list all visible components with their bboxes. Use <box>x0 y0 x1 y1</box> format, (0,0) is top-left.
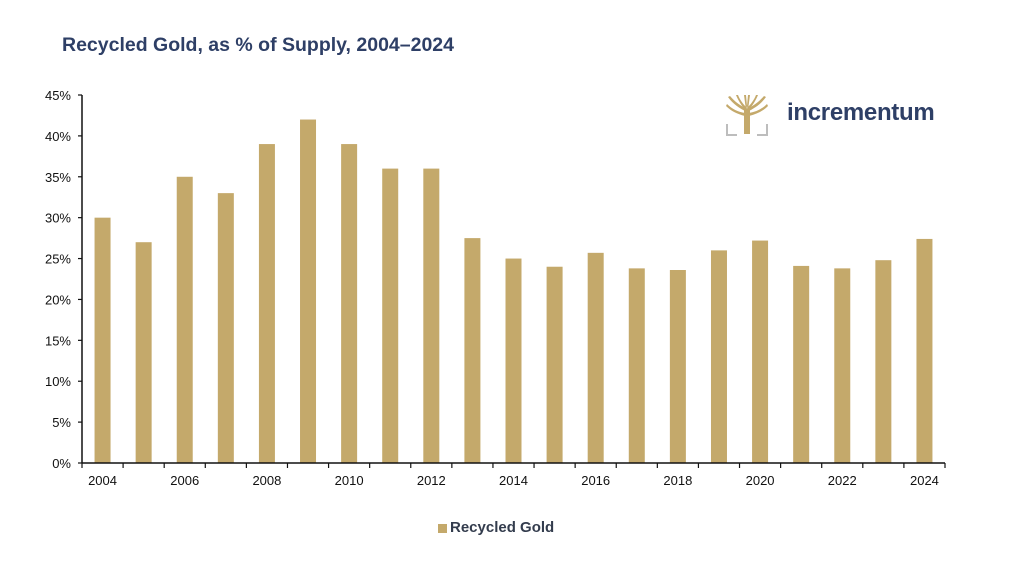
bar-2021 <box>793 265 810 463</box>
legend-label: Recycled Gold <box>450 519 555 536</box>
y-tick-label: 5% <box>52 415 71 430</box>
bar-2007 <box>217 193 234 463</box>
bar-2005 <box>135 242 152 463</box>
logo-text: incrementum <box>787 99 935 126</box>
x-tick-label: 2024 <box>910 473 939 488</box>
x-tick-label: 2020 <box>746 473 775 488</box>
bar-2022 <box>834 268 851 463</box>
bars-group <box>94 119 933 464</box>
bar-2024 <box>916 238 933 463</box>
bar-2018 <box>669 270 686 463</box>
bar-2023 <box>875 260 892 463</box>
legend: Recycled Gold <box>438 519 554 536</box>
y-tick-label: 45% <box>45 88 71 103</box>
bar-2014 <box>505 258 522 463</box>
legend-swatch <box>438 524 447 533</box>
bar-2012 <box>423 168 440 463</box>
bar-2020 <box>752 240 769 463</box>
y-tick-label: 20% <box>45 292 71 307</box>
bar-2013 <box>464 238 481 463</box>
y-tick-label: 25% <box>45 252 71 267</box>
y-tick-label: 40% <box>45 129 71 144</box>
bar-2015 <box>546 266 563 463</box>
x-tick-label: 2004 <box>88 473 117 488</box>
bar-2011 <box>382 168 399 463</box>
x-tick-label: 2006 <box>170 473 199 488</box>
bar-2016 <box>587 252 604 463</box>
x-axis: 2004 2006 2008 2010 2012 2014 2016 2018 2020 2022… <box>81 462 946 488</box>
tree-icon <box>726 95 768 136</box>
incrementum-logo: incrementum <box>725 94 955 138</box>
x-tick-label: 2022 <box>828 473 857 488</box>
x-tick-label: 2016 <box>581 473 610 488</box>
x-tick-label: 2018 <box>663 473 692 488</box>
x-tick-label: 2012 <box>417 473 446 488</box>
x-tick-label: 2010 <box>335 473 364 488</box>
bar-2004 <box>94 217 111 463</box>
bar-2017 <box>628 268 645 463</box>
bar-2009 <box>300 119 317 464</box>
bar-2010 <box>341 144 358 464</box>
bar-2008 <box>258 144 275 464</box>
x-tick-label: 2008 <box>252 473 281 488</box>
y-tick-label: 35% <box>45 170 71 185</box>
y-axis: 0% 5% 10% 15% 20% 25% 30% 35% 40% 45% <box>45 88 83 471</box>
y-tick-label: 15% <box>45 333 71 348</box>
bar-2006 <box>176 176 193 463</box>
y-tick-label: 10% <box>45 374 71 389</box>
chart-title: Recycled Gold, as % of Supply, 2004–2024 <box>62 34 454 56</box>
bar-2019 <box>710 250 727 463</box>
x-tick-label: 2014 <box>499 473 528 488</box>
y-tick-label: 0% <box>52 456 71 471</box>
y-tick-label: 30% <box>45 211 71 226</box>
